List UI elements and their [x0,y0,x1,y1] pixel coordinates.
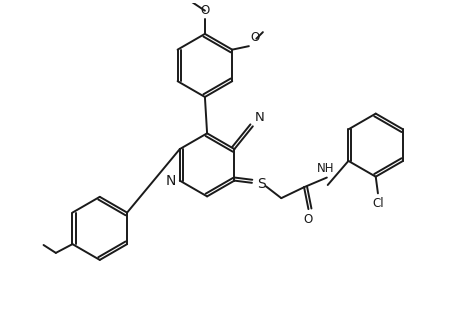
Text: Cl: Cl [372,197,384,210]
Text: O: O [200,4,209,17]
Text: N: N [255,111,265,124]
Text: O: O [250,32,259,44]
Text: NH: NH [317,162,335,175]
Text: S: S [257,177,266,191]
Text: N: N [166,174,176,188]
Text: O: O [304,213,313,226]
